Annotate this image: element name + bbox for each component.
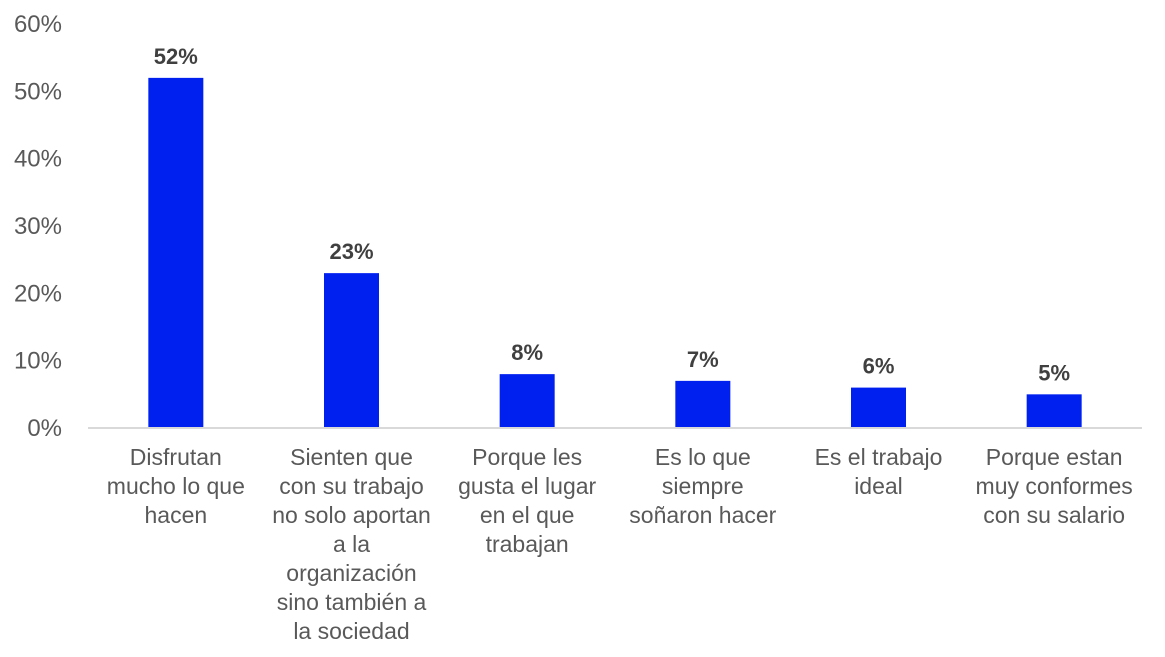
x-tick-label: Porque estan muy conformes con su salario bbox=[966, 443, 1142, 530]
x-tick-label-line: ideal bbox=[854, 473, 903, 499]
bar bbox=[675, 380, 731, 428]
y-tick-label: 20% bbox=[14, 280, 62, 307]
x-tick-label-line: hacen bbox=[144, 502, 208, 528]
y-tick-label: 60% bbox=[14, 11, 62, 38]
y-tick-label: 30% bbox=[14, 213, 62, 240]
x-tick-label: Es lo que siempre soñaron hacer bbox=[615, 443, 791, 530]
x-tick-label-line: muy conformes bbox=[975, 473, 1133, 499]
x-tick-label-line: con su salario bbox=[983, 502, 1126, 528]
data-label: 5% bbox=[1038, 360, 1070, 385]
bar bbox=[148, 77, 204, 428]
x-tick-label-line: trabajan bbox=[485, 531, 569, 557]
bar bbox=[851, 387, 906, 428]
x-tick-label-line: Es el trabajo bbox=[814, 444, 943, 470]
data-label: 23% bbox=[329, 239, 373, 264]
x-tick-label-line: Porque les bbox=[472, 444, 583, 470]
x-tick-label-line: no solo aportan bbox=[272, 502, 431, 528]
data-label: 7% bbox=[687, 347, 719, 372]
data-label: 8% bbox=[511, 340, 543, 365]
x-tick-label-line: la sociedad bbox=[293, 618, 410, 644]
x-tick-label-line: siempre bbox=[661, 473, 744, 499]
bar bbox=[324, 273, 379, 428]
x-tick-label-line: Disfrutan bbox=[129, 444, 222, 470]
y-tick-label: 40% bbox=[14, 146, 62, 173]
bar bbox=[499, 374, 555, 428]
y-tick-label: 0% bbox=[27, 415, 62, 442]
x-tick-label: Porque les gusta el lugar en el que trabaja… bbox=[439, 443, 615, 559]
x-tick-label: Disfrutan mucho lo que hacen bbox=[88, 443, 264, 530]
x-tick-label-line: sino también a bbox=[276, 589, 427, 615]
x-tick-label-line: gusta el lugar bbox=[458, 473, 597, 499]
x-tick-label: Sienten que con su trabajo no solo aportan… bbox=[264, 443, 440, 646]
x-tick-label-line: mucho lo que bbox=[106, 473, 245, 499]
x-tick-label-line: organización bbox=[286, 560, 417, 586]
x-tick-label-line: en el que bbox=[479, 502, 575, 528]
x-tick-label-line: a la bbox=[332, 531, 371, 557]
data-label: 52% bbox=[154, 44, 198, 69]
y-tick-label: 50% bbox=[14, 78, 62, 105]
x-tick-label-line: Porque estan bbox=[985, 444, 1123, 470]
x-tick-label-line: con su trabajo bbox=[279, 473, 424, 499]
bar bbox=[1026, 394, 1082, 428]
x-tick-label-line: soñaron hacer bbox=[629, 502, 777, 528]
y-tick-label: 10% bbox=[14, 348, 62, 375]
data-label: 6% bbox=[863, 354, 895, 379]
x-tick-label: Es el trabajo ideal bbox=[791, 443, 967, 501]
x-tick-label-line: Es lo que bbox=[654, 444, 751, 470]
x-tick-label-line: Sienten que bbox=[290, 444, 413, 470]
